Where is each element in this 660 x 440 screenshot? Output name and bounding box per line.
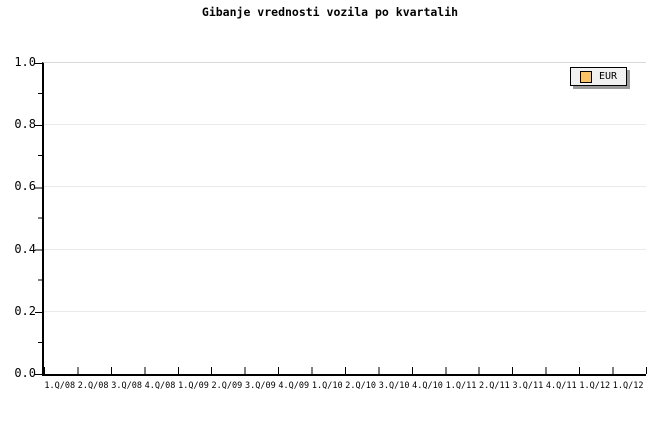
x-tick-label: 1.Q/10 (311, 381, 343, 391)
y-tick-label-0.2: 0.2 (14, 304, 36, 318)
legend: EUR (570, 67, 627, 86)
x-tick-label: 4.Q/10 (412, 381, 443, 391)
x-tick-label: 2.Q/08 (77, 381, 109, 391)
x-tick-label: 3.Q/08 (111, 381, 142, 391)
x-tick-label: 1.Q/11 (445, 381, 477, 391)
gridline-0.8 (44, 124, 646, 125)
legend-label: EUR (599, 70, 618, 82)
gridline-0.4 (44, 249, 646, 250)
x-tick-label: 1.Q/09 (178, 381, 209, 391)
y-tick-label-0.4: 0.4 (14, 242, 36, 256)
legend-swatch-icon (580, 70, 592, 83)
x-tick-label: 2.Q/09 (211, 381, 243, 391)
x-tick-label: 1.Q/12 (579, 381, 611, 391)
x-tick-label: 3.Q/11 (512, 381, 544, 391)
x-axis-ticks (44, 367, 647, 374)
y-tick-label-0.6: 0.6 (14, 179, 36, 193)
y-axis-minor-ticks (38, 93, 42, 345)
y-tick-label-1.0: 1.0 (14, 55, 36, 69)
x-tick-label: 1.Q/08 (44, 381, 76, 391)
gridline-0.2 (44, 311, 646, 312)
x-tick-label: 3.Q/09 (244, 381, 276, 391)
x-tick-label: 1.Q/12 (612, 381, 644, 391)
y-tick-label-0.0: 0.0 (14, 366, 36, 380)
x-tick-label: 3.Q/10 (378, 381, 410, 391)
x-tick-label: 2.Q/11 (479, 381, 510, 391)
x-tick-label: 4.Q/08 (144, 381, 176, 391)
chart-title: Gibanje vrednosti vozila po kvartalih (201, 5, 459, 19)
x-tick-label: 2.Q/10 (345, 381, 377, 391)
plot-area (35, 62, 647, 376)
gridline-0.6 (44, 186, 646, 187)
x-tick-label: 4.Q/11 (545, 381, 577, 391)
y-tick-label-0.8: 0.8 (14, 117, 36, 131)
x-tick-label: 4.Q/09 (278, 381, 310, 391)
x-axis-labels: 1.Q/08 2.Q/08 3.Q/08 4.Q/08 1.Q/09 2.Q/0… (43, 381, 645, 391)
